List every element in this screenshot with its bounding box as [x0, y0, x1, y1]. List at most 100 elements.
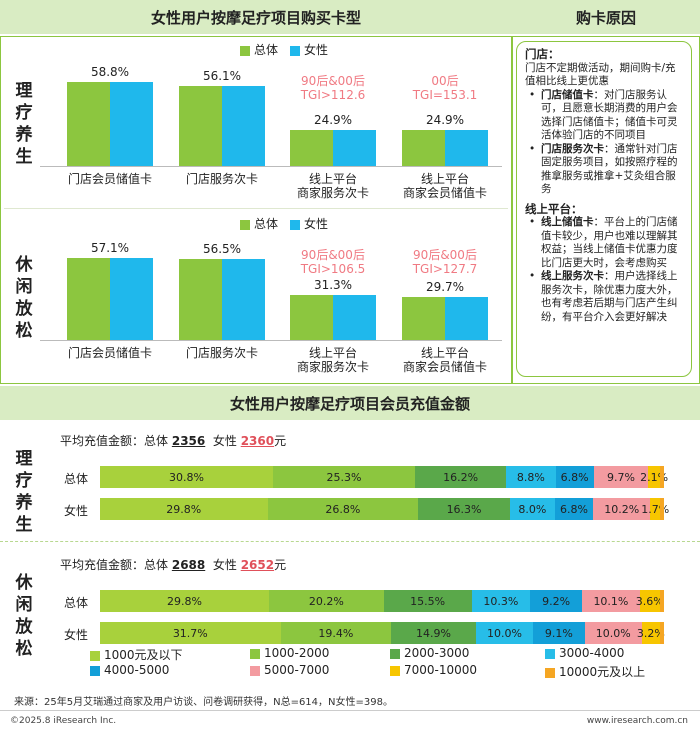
avg-prefix: 平均充值金额： [60, 434, 145, 448]
tgi-note: 90后&00后 TGI>112.6 [300, 74, 366, 102]
reason-title: 购卡原因 [512, 0, 700, 34]
legend-label: 4000-5000 [104, 663, 170, 677]
category-label: 线上平台 商家服务次卡 [296, 172, 369, 200]
bar [222, 259, 265, 340]
category-label: 门店会员储值卡 [67, 172, 152, 186]
reason-item-text: ：对门店服务认可，且愿意长期消费的用户会选择门店储值卡；储值卡可灵活体验门店的不… [541, 88, 678, 142]
bar [402, 297, 445, 340]
site-url: www.iresearch.com.cn [586, 716, 688, 726]
stack-segment: 29.8% [100, 498, 268, 520]
bar [110, 258, 153, 340]
store-intro: 门店不定期做活动，期间购卡/充值相比线上更优惠 [525, 61, 676, 88]
avg-unit: 元 [274, 558, 287, 572]
footer-divider [0, 710, 700, 711]
bar [110, 81, 153, 166]
stack-segment: 8.8% [506, 466, 556, 488]
axis-baseline [40, 340, 502, 341]
stack-legend-item: 2000-3000 [390, 646, 469, 660]
legend-swatch [290, 45, 301, 56]
avg-female-value: 2360 [240, 434, 275, 448]
category-label: 线上平台 商家服务次卡 [296, 346, 369, 374]
avg-recharge: 平均充值金额：总体 2356 女性 2360元 [60, 432, 286, 449]
stack-segment: 15.5% [383, 590, 472, 612]
tgi-note: 90后&00后 TGI>127.7 [412, 248, 478, 276]
data-label: 57.1% [90, 241, 130, 256]
row-label: 女性 [63, 504, 88, 518]
stack-segment-cap [660, 498, 664, 520]
stack-segment: 6.8% [555, 466, 594, 488]
store-list: 门店储值卡：对门店服务认可，且愿意长期消费的用户会选择门店储值卡；储值卡可灵活体… [525, 89, 685, 197]
bar [179, 259, 222, 340]
stack-segment: 10.2% [593, 498, 651, 520]
purchase-card-title: 女性用户按摩足疗项目购买卡型 [0, 0, 512, 34]
avg-all-label: 总体 [144, 434, 172, 448]
data-label: 56.5% [202, 242, 242, 257]
legend-item: 女性 [290, 215, 328, 232]
group-label: 休闲放松 [15, 255, 33, 341]
reason-item-title: 线上储值卡 [541, 216, 594, 228]
category-label: 门店服务次卡 [185, 346, 258, 360]
avg-all-value: 2356 [171, 434, 206, 448]
reason-item-text: ：通常针对门店固定服务项目，如按照疗程的推拿服务或推拿+艾灸组合服务 [541, 142, 678, 196]
legend-label: 7000-10000 [404, 663, 478, 677]
row-label: 总体 [63, 596, 88, 610]
stack-legend-item: 3000-4000 [545, 646, 624, 660]
stack-segment: 29.8% [100, 590, 270, 612]
group-label: 理疗养生 [15, 81, 33, 167]
reason-title-text: 购卡原因 [575, 8, 636, 27]
legend: 总体 女性 [240, 41, 328, 58]
legend-label: 总体 [254, 43, 279, 57]
online-title: 线上平台： [525, 201, 583, 216]
legend-swatch [90, 650, 100, 661]
legend-label: 1000-2000 [264, 646, 330, 660]
stack-segment-cap [660, 466, 664, 488]
stack-legend-item: 7000-10000 [390, 663, 477, 677]
avg-all-value: 2688 [171, 558, 206, 572]
bar [290, 295, 333, 340]
stack-segment: 14.9% [391, 622, 476, 644]
stack-legend-item: 4000-5000 [90, 663, 169, 677]
data-label: 24.9% [425, 113, 465, 128]
bar [179, 85, 222, 166]
avg-female-value: 2652 [240, 558, 275, 572]
stack-segment: 31.7% [100, 622, 281, 644]
data-label: 29.7% [425, 280, 465, 295]
reason-item: 门店服务次卡：通常针对门店固定服务项目，如按照疗程的推拿服务或推拿+艾灸组合服务 [525, 143, 685, 197]
axis-baseline [40, 166, 502, 167]
avg-unit: 元 [274, 434, 287, 448]
legend-swatch [250, 648, 260, 659]
stack-segment: 30.8% [100, 466, 273, 488]
legend-item: 总体 [240, 215, 278, 232]
category-label: 门店服务次卡 [185, 172, 258, 186]
row-label: 总体 [63, 472, 88, 486]
data-label: 24.9% [313, 113, 353, 128]
bar [222, 85, 265, 166]
row-label: 女性 [63, 628, 88, 642]
legend-label: 1000元及以下 [104, 648, 183, 662]
legend-label: 3000-4000 [559, 646, 625, 660]
bar [445, 297, 488, 340]
card-type-panel [0, 36, 512, 384]
stack-legend-item: 10000元及以上 [545, 663, 645, 680]
stack-segment-cap [660, 590, 664, 612]
stack-legend-item: 1000-2000 [250, 646, 329, 660]
group-label: 休闲放松 [15, 573, 33, 659]
legend: 总体 女性 [240, 215, 328, 232]
legend-label: 女性 [304, 217, 329, 231]
avg-prefix: 平均充值金额： [60, 558, 145, 572]
reason-item: 线上储值卡：平台上的门店储值卡较少，用户也难以理解其权益；当线上储值卡优惠力度比… [525, 216, 685, 270]
legend-item: 总体 [240, 41, 278, 58]
stack-segment: 25.3% [272, 466, 416, 488]
stack-segment: 19.4% [280, 622, 392, 644]
reason-item: 线上服务次卡：用户选择线上服务次卡，除优惠力度大外，也有考虑若后期与门店产生纠纷… [525, 270, 685, 324]
group-label: 理疗养生 [15, 449, 33, 535]
category-label: 线上平台 商家会员储值卡 [402, 346, 487, 374]
bar [402, 130, 445, 166]
bar [445, 130, 488, 166]
legend-swatch [240, 45, 250, 56]
stack-segment: 26.8% [267, 498, 419, 520]
online-list: 线上储值卡：平台上的门店储值卡较少，用户也难以理解其权益；当线上储值卡优惠力度比… [525, 216, 685, 324]
avg-female-label: 女性 [205, 434, 241, 448]
stack-segment: 3.2% [637, 622, 665, 644]
stack-segment: 10.0% [475, 622, 533, 644]
